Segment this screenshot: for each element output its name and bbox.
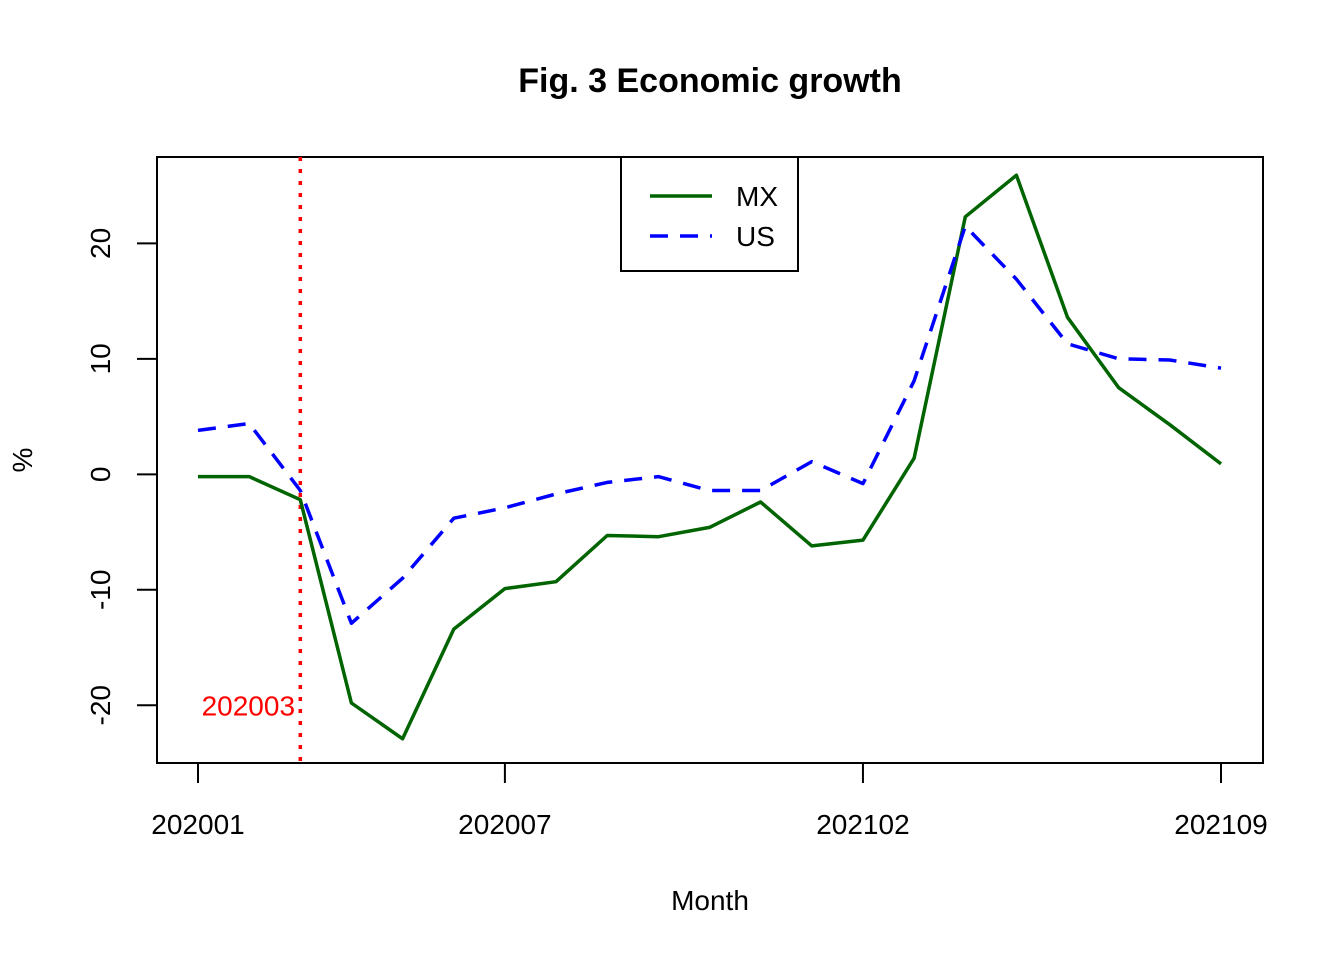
chart-title: Fig. 3 Economic growth bbox=[518, 62, 901, 100]
y-tick-label: -10 bbox=[85, 570, 116, 610]
legend: MX US bbox=[621, 157, 798, 271]
y-tick-label: 0 bbox=[85, 467, 116, 483]
x-tick-label: 202001 bbox=[151, 809, 244, 840]
x-tick-label: 202102 bbox=[816, 809, 909, 840]
y-tick-label: 10 bbox=[85, 343, 116, 374]
legend-box bbox=[621, 157, 798, 271]
annotations: 202003 bbox=[202, 157, 301, 763]
x-tick-label: 202109 bbox=[1174, 809, 1267, 840]
x-axis-label: Month bbox=[671, 885, 749, 916]
x-tick-label: 202007 bbox=[458, 809, 551, 840]
vline-label: 202003 bbox=[202, 690, 295, 721]
y-tick-label: 20 bbox=[85, 228, 116, 259]
series-line-us bbox=[198, 226, 1221, 623]
legend-label-mx: MX bbox=[736, 181, 778, 212]
legend-label-us: US bbox=[736, 221, 775, 252]
y-axis: -20 -10 0 10 20 bbox=[85, 228, 157, 726]
x-axis: 202001 202007 202102 202109 bbox=[151, 763, 1267, 840]
y-axis-label: % bbox=[7, 448, 38, 473]
y-tick-label: -20 bbox=[85, 685, 116, 725]
